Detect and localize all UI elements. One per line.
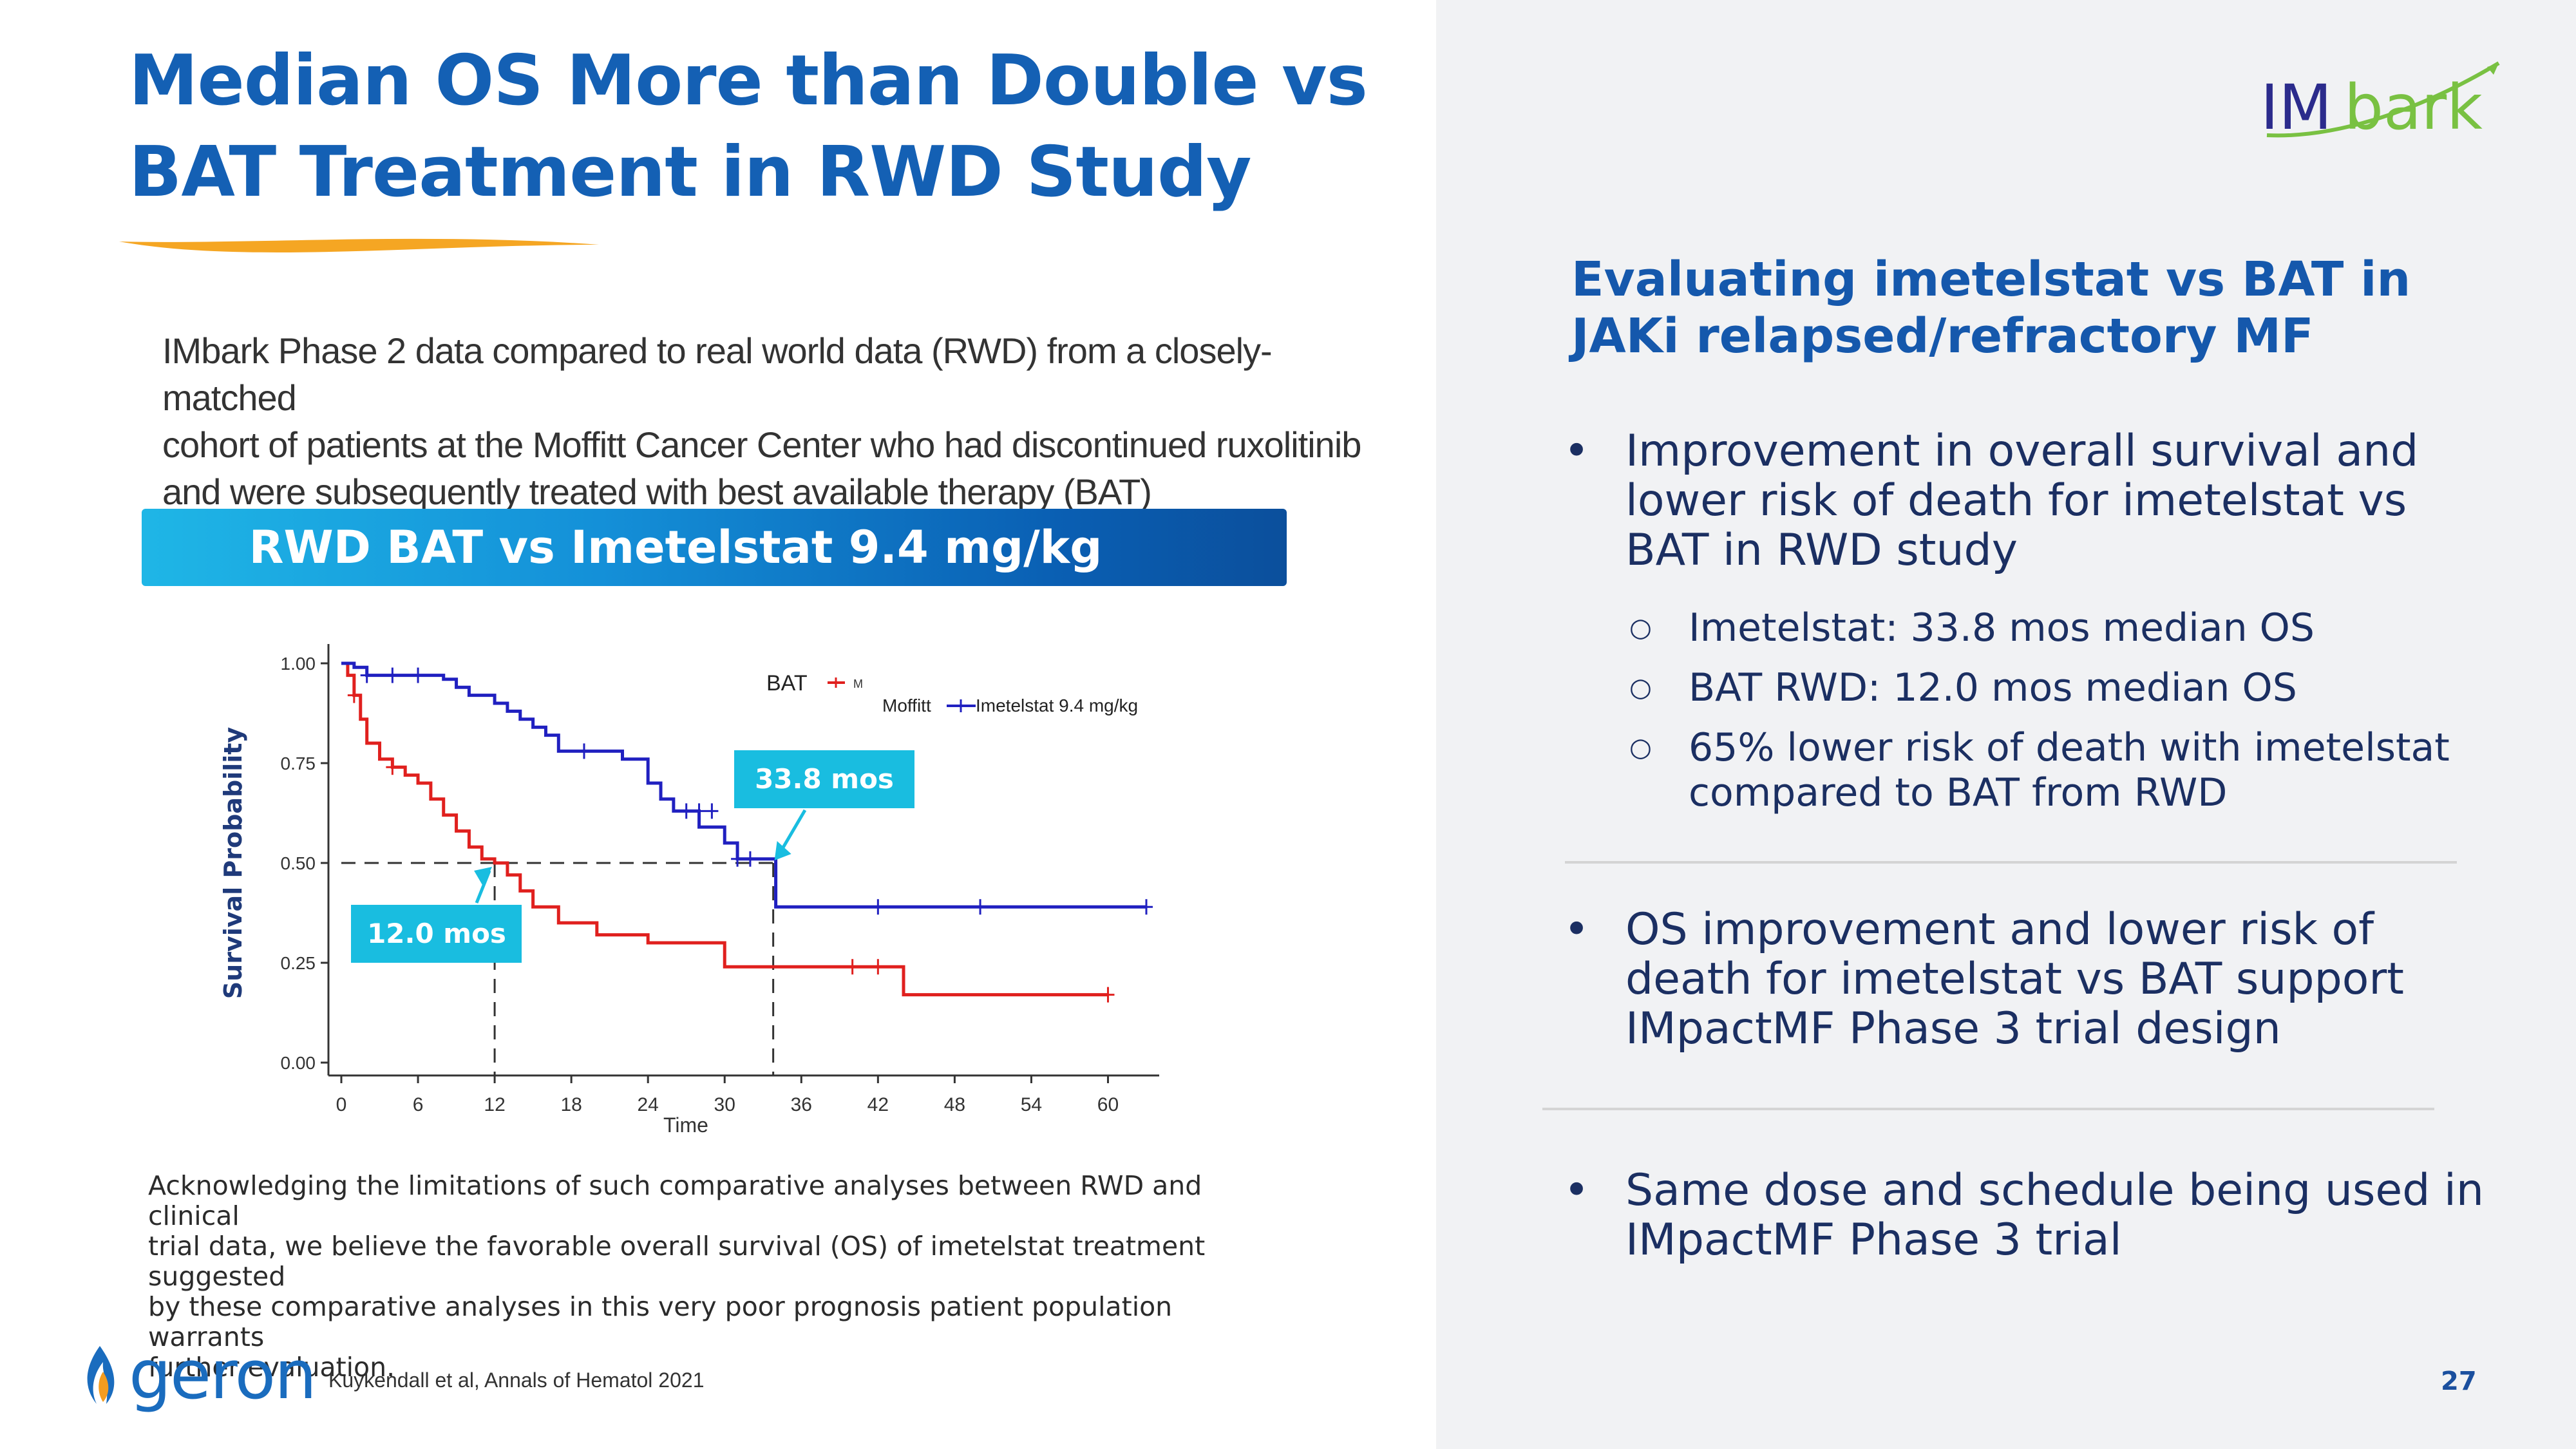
page-number: 27	[2441, 1367, 2477, 1396]
intro-line: IMbark Phase 2 data compared to real wor…	[162, 330, 1273, 418]
bullet-dot: •	[1564, 1165, 1590, 1216]
subbullet-risk: ○ 65% lower risk of death with imetelsta…	[1629, 725, 2467, 815]
subbullet-text: BAT RWD: 12.0 mos median OS	[1689, 665, 2297, 710]
y-tick-label: 0.75	[281, 753, 316, 773]
subbullet-circle: ○	[1629, 673, 1652, 703]
bat-survival-curve	[341, 661, 1108, 997]
legend-bat-cut-label: M	[853, 677, 863, 690]
y-axis-label: Survival Probability	[219, 727, 247, 999]
x-tick-label: 60	[1097, 1094, 1119, 1115]
legend-moffitt-label: Moffitt	[882, 696, 931, 715]
y-tick-label: 0.00	[281, 1053, 316, 1073]
footnote-line: by these comparative analyses in this ve…	[148, 1291, 1173, 1352]
heading-line: Evaluating imetelstat vs BAT in	[1571, 252, 2411, 307]
footnote-line: trial data, we believe the favorable ove…	[148, 1231, 1206, 1292]
subbullet-circle: ○	[1629, 733, 1652, 762]
subbullet-text: Imetelstat: 33.8 mos median OS	[1689, 605, 2315, 650]
bullet-line: BAT in RWD study	[1625, 525, 2018, 576]
banner-label: RWD BAT vs Imetelstat 9.4 mg/kg	[249, 521, 1103, 574]
geron-wordmark: geron	[129, 1336, 317, 1414]
footnote-line: further evaluation.	[148, 1352, 395, 1383]
y-tick-label: 0.50	[281, 853, 316, 873]
subbullet-imetelstat: ○ Imetelstat: 33.8 mos median OS	[1629, 605, 2467, 650]
title-line: Median OS More than Double vs	[129, 41, 1368, 121]
x-axis-label: Time	[663, 1113, 708, 1137]
intro-line: and were subsequently treated with best …	[162, 471, 1152, 512]
bullet-dot: •	[1564, 426, 1590, 477]
geron-logo: geron	[77, 1336, 317, 1414]
callout-imetelstat-arrowhead	[774, 841, 791, 860]
flame-icon	[87, 1346, 115, 1404]
divider	[1542, 1108, 2434, 1110]
x-tick-label: 54	[1021, 1094, 1042, 1115]
x-tick-label: 36	[791, 1094, 812, 1115]
x-tick-label: 18	[560, 1094, 582, 1115]
legend-imetelstat-label: Imetelstat 9.4 mg/kg	[976, 696, 1138, 715]
heading-line: JAKi relapsed/refractory MF	[1571, 308, 2314, 364]
bullet-line: IMpactMF Phase 3 trial	[1625, 1215, 2122, 1265]
intro-line: cohort of patients at the Moffitt Cancer…	[162, 424, 1361, 465]
bullet-line: OS improvement and lower risk of	[1625, 904, 2374, 955]
slide-title: Median OS More than Double vs BAT Treatm…	[129, 35, 1385, 218]
divider	[1565, 861, 2457, 864]
bullet-line: Improvement in overall survival and	[1625, 426, 2419, 477]
bullet-dot: •	[1564, 904, 1590, 955]
x-tick-label: 12	[484, 1094, 505, 1115]
x-tick-label: 6	[413, 1094, 424, 1115]
imetelstat-survival-curve	[341, 661, 1146, 909]
legend-bat-label: BAT	[766, 671, 808, 696]
citation: Kuykendall et al, Annals of Hematol 2021	[328, 1368, 705, 1392]
x-tick-label: 48	[944, 1094, 965, 1115]
km-survival-chart: 0 6 12 18 24 30 36 42 48 54 60 0.00 0.25 0.50 0.75 1.00…	[219, 644, 1159, 1137]
subbullet-text: compared to BAT from RWD	[1689, 770, 2228, 815]
x-tick-label: 30	[714, 1094, 735, 1115]
right-panel-heading: Evaluating imetelstat vs BAT in JAKi rel…	[1571, 251, 2473, 365]
footnote: Acknowledging the limitations of such co…	[148, 1171, 1294, 1383]
imbark-logo: IM bark	[2260, 61, 2500, 144]
bullet-line: death for imetelstat vs BAT support	[1625, 954, 2404, 1005]
chart-banner: RWD BAT vs Imetelstat 9.4 mg/kg	[142, 509, 1287, 586]
subbullet-text: 65% lower risk of death with imetelstat	[1689, 725, 2450, 770]
bullet-dose: • Same dose and schedule being used in I…	[1564, 1166, 2497, 1265]
right-panel	[1436, 0, 2576, 1449]
bullet-line: IMpactMF Phase 3 trial design	[1625, 1003, 2281, 1054]
callout-bat-arrowhead	[474, 867, 493, 886]
title-swoosh	[119, 238, 599, 252]
callout-imetelstat-label: 33.8 mos	[755, 763, 894, 795]
intro-text: IMbark Phase 2 data compared to real wor…	[162, 327, 1373, 515]
bullet-survival: • Improvement in overall survival and lo…	[1564, 426, 2497, 575]
subbullet-bat: ○ BAT RWD: 12.0 mos median OS	[1629, 665, 2467, 710]
bullet-line: lower risk of death for imetelstat vs	[1625, 475, 2407, 526]
callout-imetelstat-box	[734, 750, 914, 808]
y-tick-label: 0.25	[281, 953, 316, 973]
y-tick-label: 1.00	[281, 654, 316, 674]
x-tick-label: 24	[638, 1094, 659, 1115]
bullet-os-improvement: • OS improvement and lower risk of death…	[1564, 905, 2497, 1054]
footnote-line: Acknowledging the limitations of such co…	[148, 1170, 1202, 1231]
subbullet-circle: ○	[1629, 613, 1652, 643]
bullet-line: Same dose and schedule being used in	[1625, 1165, 2484, 1216]
callout-bat-label: 12.0 mos	[367, 918, 506, 949]
callout-bat-box	[351, 905, 522, 963]
x-tick-label: 42	[867, 1094, 889, 1115]
x-tick-label: 0	[336, 1094, 347, 1115]
title-line: BAT Treatment in RWD Study	[129, 132, 1252, 213]
